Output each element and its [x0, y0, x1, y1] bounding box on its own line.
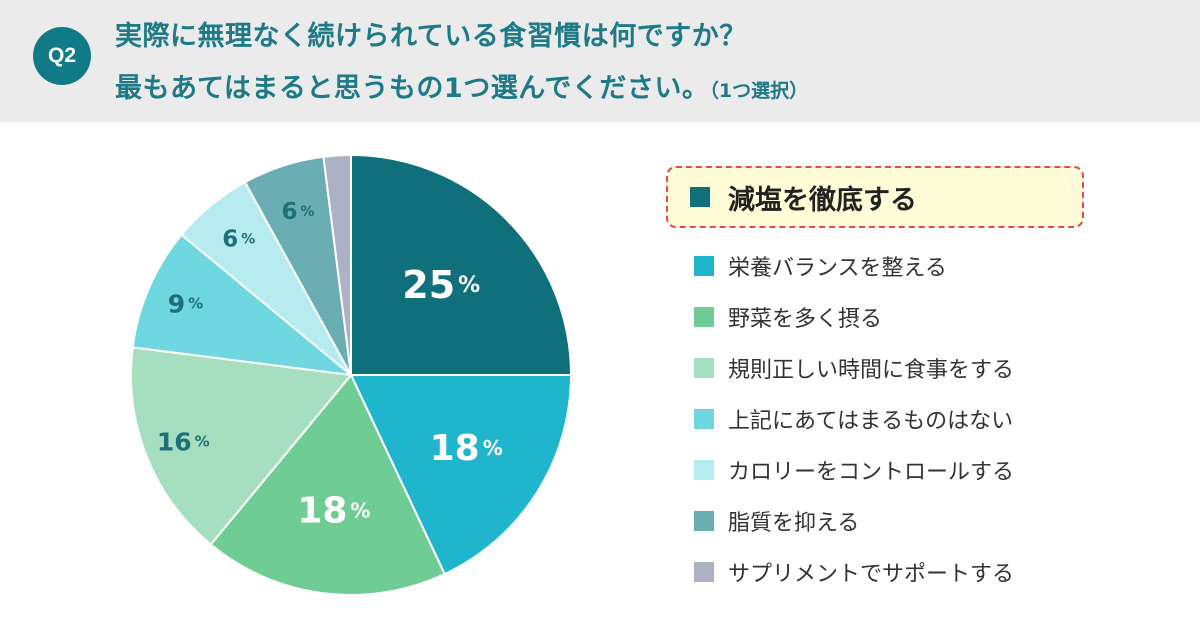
- legend-item-4: 規則正しい時間に食事をする: [664, 348, 1084, 388]
- legend-swatch: [690, 187, 710, 207]
- question-note: （1つ選択）: [709, 80, 809, 102]
- legend-item-5: 上記にあてはまるものはない: [664, 399, 1084, 439]
- pie-chart: 25 % 18 % 18 % 16 % 9 % 6 % 6%: [130, 153, 573, 596]
- legend-swatch: [694, 358, 714, 378]
- slice-value-label-3: 18%: [297, 490, 370, 531]
- legend-label: 上記にあてはまるものはない: [728, 409, 1014, 434]
- slice-value-label-6: 6%: [222, 226, 255, 252]
- legend-swatch: [694, 409, 714, 429]
- legend-swatch: [694, 307, 714, 327]
- legend-item-8: サプリメントでサポートする: [664, 552, 1084, 592]
- question-number-badge: Q2: [33, 27, 91, 85]
- pie-slice-5: [131, 233, 355, 377]
- legend-item-2: 栄養バランスを整える: [664, 246, 1084, 286]
- legend-item-1: 減塩を徹底する: [666, 166, 1084, 228]
- legend-label: 脂質を抑える: [728, 511, 860, 536]
- legend-label: サプリメントでサポートする: [728, 562, 1015, 587]
- legend-item-7: 脂質を抑える: [664, 501, 1084, 541]
- slice-value-label-4: 16%: [157, 427, 210, 456]
- legend-label: 規則正しい時間に食事をする: [728, 358, 1015, 383]
- pie-slice-3: [209, 373, 447, 596]
- slice-value-label-2: 18%: [430, 428, 503, 469]
- question-text-line2-main: 最もあてはまると思うもの1つ選んでください。: [115, 73, 710, 104]
- legend-label: カロリーをコントロールする: [728, 460, 1015, 485]
- legend-swatch: [694, 562, 714, 582]
- question-text-line1: 実際に無理なく続けられている食習慣は何ですか？: [115, 21, 747, 52]
- legend-swatch: [694, 511, 714, 531]
- question-header: Q2 実際に無理なく続けられている食習慣は何ですか？ 最もあてはまると思うもの1…: [0, 0, 1200, 122]
- pie-slice-4: [130, 346, 353, 546]
- slice-value-label-5: 9%: [168, 289, 203, 318]
- legend-item-3: 野菜を多く摂る: [664, 297, 1084, 337]
- slice-value-label-1: 25%: [402, 263, 480, 307]
- pie-slice-1: [350, 153, 573, 376]
- legend-swatch: [694, 460, 714, 480]
- legend-swatch: [694, 256, 714, 276]
- legend-item-6: カロリーをコントロールする: [664, 450, 1084, 490]
- question-text-line2: 最もあてはまると思うもの1つ選んでください。（1つ選択）: [115, 66, 808, 105]
- legend-label: 野菜を多く摂る: [728, 307, 883, 332]
- pie-slice-8: [322, 153, 352, 376]
- legend-label: 栄養バランスを整える: [728, 256, 947, 281]
- pie-slice-2: [349, 374, 573, 576]
- slice-value-label-7: 6%: [281, 199, 314, 225]
- legend-label: 減塩を徹底する: [728, 184, 917, 216]
